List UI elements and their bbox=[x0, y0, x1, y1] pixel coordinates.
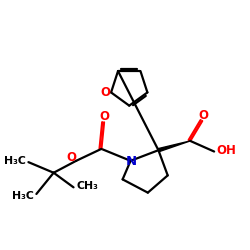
Text: H₃C: H₃C bbox=[4, 156, 26, 166]
Text: CH₃: CH₃ bbox=[76, 181, 98, 191]
Text: O: O bbox=[100, 86, 110, 99]
Text: H₃C: H₃C bbox=[12, 190, 34, 200]
Text: N: N bbox=[126, 155, 137, 168]
Text: O: O bbox=[100, 110, 110, 123]
Text: O: O bbox=[66, 151, 76, 164]
Polygon shape bbox=[158, 141, 190, 152]
Text: OH: OH bbox=[217, 144, 236, 157]
Text: O: O bbox=[199, 109, 209, 122]
